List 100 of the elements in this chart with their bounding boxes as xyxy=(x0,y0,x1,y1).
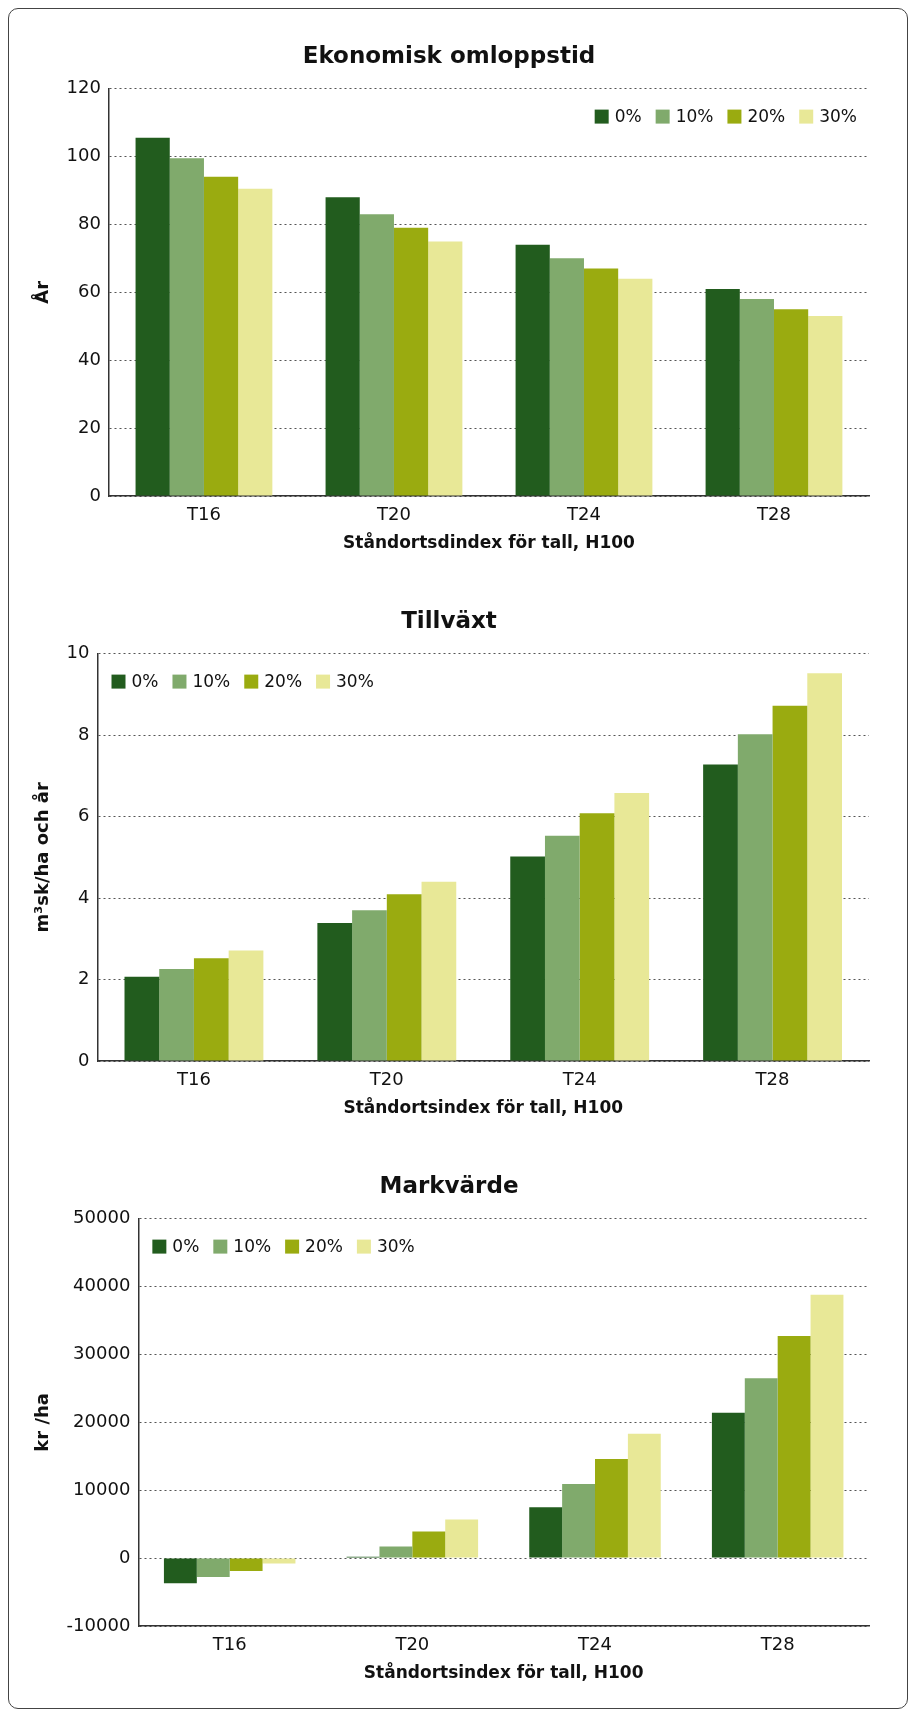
y-tick-label: 40000 xyxy=(73,1274,131,1296)
legend-label: 0% xyxy=(131,671,159,692)
y-tick-label: 30000 xyxy=(73,1342,131,1364)
bar xyxy=(744,1378,778,1558)
bar xyxy=(386,894,422,1061)
legend-label: 20% xyxy=(747,106,786,127)
bar xyxy=(739,299,774,496)
bar xyxy=(262,1558,296,1564)
y-tick-label: 10000 xyxy=(73,1477,131,1499)
bar xyxy=(627,1433,661,1558)
bar xyxy=(529,1507,563,1558)
y-tick-label: 20 xyxy=(78,415,101,437)
y-tick-label: 4 xyxy=(78,885,90,907)
legend-label: 0% xyxy=(614,106,642,127)
y-axis-title: kr /ha xyxy=(31,1392,53,1452)
bar xyxy=(515,244,550,496)
bar xyxy=(579,813,615,1061)
x-tick-label: T28 xyxy=(754,1068,790,1090)
y-tick-label: -10000 xyxy=(66,1613,131,1635)
bar xyxy=(774,309,809,496)
x-tick-label: T24 xyxy=(577,1633,612,1655)
x-tick-label: T24 xyxy=(566,503,601,525)
chart-title: Tillväxt xyxy=(401,606,497,633)
legend-label: 10% xyxy=(233,1236,272,1257)
bar xyxy=(549,258,584,496)
legend-label: 20% xyxy=(305,1236,343,1257)
x-tick-label: T20 xyxy=(368,1068,404,1090)
legend-label: 30% xyxy=(336,671,374,692)
chart-title: Markvärde xyxy=(379,1171,519,1198)
legend-label: 30% xyxy=(819,106,858,127)
bar xyxy=(421,881,457,1061)
y-tick-label: 8 xyxy=(78,722,90,744)
bar xyxy=(412,1531,446,1558)
x-tick-label: T16 xyxy=(186,503,221,525)
bar xyxy=(193,958,229,1061)
x-tick-label: T20 xyxy=(376,503,411,525)
bar xyxy=(737,734,773,1061)
bar xyxy=(169,158,204,496)
bar xyxy=(711,1412,745,1558)
bar xyxy=(703,764,738,1061)
bar xyxy=(807,673,842,1061)
bar xyxy=(238,188,273,496)
x-tick-label: T20 xyxy=(394,1633,430,1655)
y-tick-label: 50000 xyxy=(73,1206,131,1228)
y-tick-label: 100 xyxy=(66,144,101,166)
y-tick-label: 10 xyxy=(66,641,90,663)
bar xyxy=(393,227,429,496)
legend-label: 0% xyxy=(172,1236,200,1257)
bar xyxy=(196,1558,230,1578)
bar xyxy=(379,1546,413,1558)
bar xyxy=(228,950,264,1061)
y-axis-title: m³sk/ha och år xyxy=(31,782,53,933)
legend-label: 20% xyxy=(264,671,303,692)
x-axis-title: Ståndortsindex för tall, H100 xyxy=(343,1096,624,1118)
bar xyxy=(562,1484,596,1558)
bar xyxy=(705,288,740,496)
bar xyxy=(614,792,650,1061)
y-tick-label: 60 xyxy=(78,279,101,301)
bar xyxy=(428,241,463,496)
y-tick-label: 120 xyxy=(66,76,101,98)
y-tick-label: 20000 xyxy=(73,1409,131,1431)
bar xyxy=(325,197,360,496)
legend-label: 10% xyxy=(192,671,231,692)
x-tick-label: T28 xyxy=(756,503,791,525)
bar xyxy=(808,316,843,496)
bar xyxy=(777,1336,811,1558)
x-axis-title: Ståndortsindex för tall, H100 xyxy=(363,1661,644,1683)
y-tick-label: 0 xyxy=(78,1048,90,1070)
bar xyxy=(772,705,808,1061)
bar xyxy=(595,1458,628,1558)
x-tick-label: T28 xyxy=(759,1633,795,1655)
bar xyxy=(352,910,387,1061)
y-tick-label: 80 xyxy=(78,212,101,234)
bar xyxy=(618,278,653,496)
y-tick-label: 0 xyxy=(118,1545,131,1567)
y-tick-label: 40 xyxy=(78,347,101,369)
x-tick-label: T16 xyxy=(211,1633,247,1655)
legend-label: 30% xyxy=(376,1236,415,1257)
bar xyxy=(317,922,353,1061)
bar xyxy=(135,137,170,496)
bar xyxy=(544,835,580,1061)
bar xyxy=(203,176,239,496)
x-tick-label: T16 xyxy=(175,1068,211,1090)
bar xyxy=(359,214,394,496)
bar xyxy=(229,1558,263,1571)
y-tick-label: 0 xyxy=(89,483,101,505)
bar xyxy=(583,268,619,496)
bar xyxy=(124,976,160,1061)
bar xyxy=(810,1294,844,1558)
y-axis-title: År xyxy=(30,280,53,304)
bar xyxy=(445,1519,479,1558)
x-axis-title: Ståndortsdindex för tall, H100 xyxy=(343,531,636,553)
bar xyxy=(510,856,545,1061)
y-tick-label: 2 xyxy=(78,967,90,989)
bar xyxy=(163,1558,197,1584)
y-tick-label: 6 xyxy=(78,804,90,826)
x-tick-label: T24 xyxy=(561,1068,597,1090)
bar xyxy=(159,968,194,1061)
chart-title: Ekonomisk omloppstid xyxy=(302,41,596,68)
legend-label: 10% xyxy=(675,106,714,127)
